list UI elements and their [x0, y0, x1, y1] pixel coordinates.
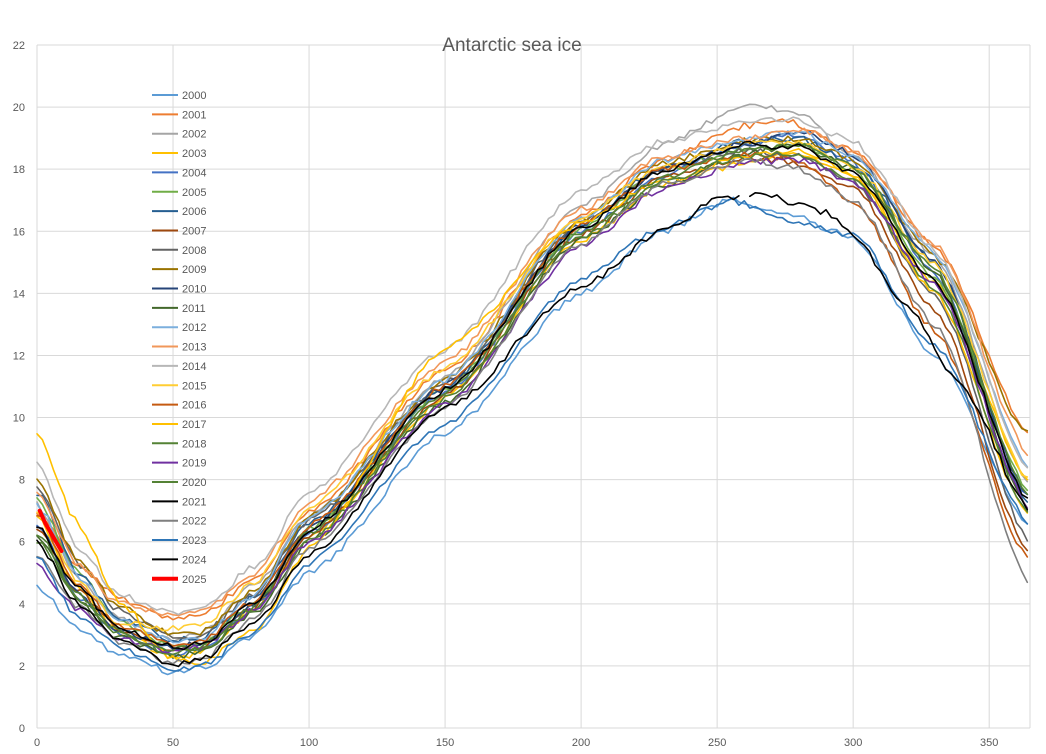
- y-tick-label: 16: [13, 226, 25, 238]
- series-line-2024: [749, 192, 1029, 511]
- x-tick-label: 0: [34, 737, 40, 749]
- series-line-2014: [36, 116, 1029, 616]
- y-tick-label: 8: [19, 475, 25, 487]
- chart-title: Antarctic sea ice: [442, 35, 581, 56]
- y-tick-label: 6: [19, 537, 25, 549]
- legend-label: 2004: [182, 167, 206, 179]
- legend-label: 2012: [182, 322, 206, 334]
- legend-label: 2021: [182, 496, 206, 508]
- series-line-2008: [36, 146, 1029, 640]
- x-tick-label: 150: [436, 737, 454, 749]
- legend-label: 2002: [182, 129, 206, 141]
- y-tick-label: 4: [19, 599, 25, 611]
- series-line-2023: [36, 197, 1029, 672]
- legend-label: 2023: [182, 535, 206, 547]
- legend-label: 2009: [182, 264, 206, 276]
- legend-label: 2022: [182, 516, 206, 528]
- x-tick-label: 100: [300, 737, 318, 749]
- legend-label: 2010: [182, 284, 206, 296]
- x-tick-label: 350: [980, 737, 998, 749]
- y-tick-label: 18: [13, 164, 25, 176]
- series-line-2012: [36, 130, 1029, 644]
- y-tick-label: 22: [13, 40, 25, 52]
- series-line-2025: [37, 508, 64, 553]
- legend-label: 2013: [182, 342, 206, 354]
- legend-label: 2008: [182, 245, 206, 257]
- y-tick-label: 2: [19, 661, 25, 673]
- series-line-2021: [36, 140, 1029, 651]
- legend-label: 2015: [182, 380, 206, 392]
- x-tick-label: 200: [572, 737, 590, 749]
- legend-layer: 2000 2001 2002 2003 2004 2005 2006 2007 2008 2009…: [152, 90, 206, 586]
- y-tick-label: 14: [13, 288, 25, 300]
- legend-label: 2001: [182, 109, 206, 121]
- x-tick-label: 50: [167, 737, 179, 749]
- y-tick-label: 10: [13, 413, 25, 425]
- y-tick-label: 12: [13, 350, 25, 362]
- legend-label: 2019: [182, 458, 206, 470]
- legend-label: 2024: [182, 554, 206, 566]
- legend-label: 2007: [182, 225, 206, 237]
- legend-label: 2016: [182, 400, 206, 412]
- legend-label: 2014: [182, 361, 206, 373]
- legend-label: 2018: [182, 438, 206, 450]
- legend-label: 2000: [182, 90, 206, 102]
- series-line-2018: [36, 150, 1029, 656]
- series-line-2024: [36, 195, 740, 668]
- series-line-2015: [36, 140, 1029, 632]
- series-line-2009: [36, 135, 1029, 636]
- y-tick-label: 0: [19, 723, 25, 735]
- y-tick-label: 20: [13, 102, 25, 114]
- x-tick-label: 300: [844, 737, 862, 749]
- legend-label: 2025: [182, 574, 206, 586]
- x-tick-label: 250: [708, 737, 726, 749]
- legend-label: 2017: [182, 419, 206, 431]
- legend-label: 2011: [182, 303, 206, 315]
- legend-label: 2005: [182, 187, 206, 199]
- legend-label: 2020: [182, 477, 206, 489]
- series-line-2013: [36, 127, 1029, 617]
- series-layer: [36, 103, 1029, 676]
- legend-label: 2003: [182, 148, 206, 160]
- legend-label: 2006: [182, 206, 206, 218]
- series-line-2000: [36, 196, 1029, 676]
